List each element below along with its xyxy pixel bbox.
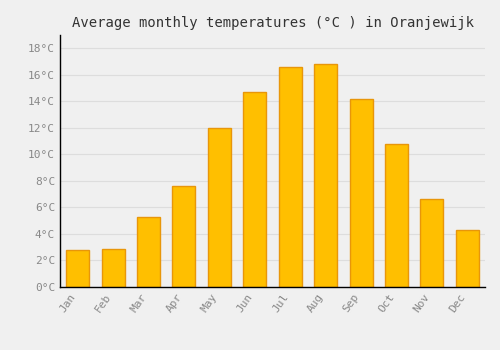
- Bar: [208, 128, 231, 287]
- Title: Average monthly temperatures (°C ) in Oranjewijk: Average monthly temperatures (°C ) in Or…: [72, 16, 473, 30]
- Bar: [137, 217, 160, 287]
- Bar: [350, 99, 372, 287]
- Bar: [66, 250, 89, 287]
- Bar: [278, 67, 301, 287]
- Bar: [102, 248, 124, 287]
- Bar: [314, 64, 337, 287]
- Bar: [172, 186, 196, 287]
- Bar: [456, 230, 479, 287]
- Bar: [385, 144, 408, 287]
- Bar: [420, 199, 444, 287]
- Bar: [244, 92, 266, 287]
